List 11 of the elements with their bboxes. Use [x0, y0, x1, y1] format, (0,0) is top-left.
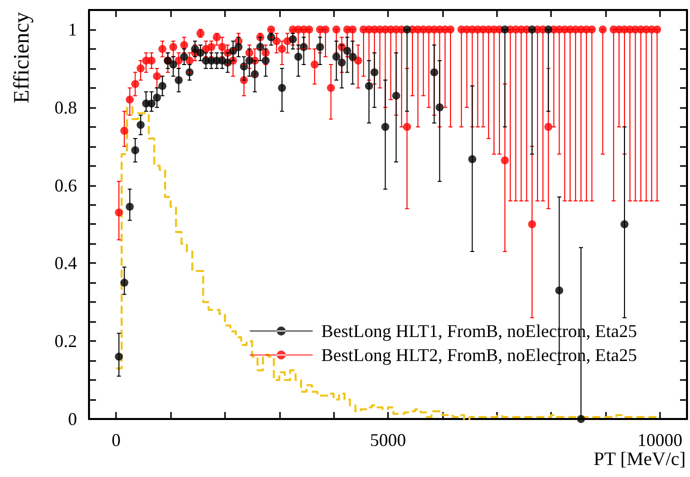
- y-tick-label: 1: [68, 19, 77, 40]
- x-tick-label: 5000: [370, 430, 406, 450]
- y-tick-label: 0.2: [54, 331, 77, 352]
- y-tick-label: 0.8: [54, 97, 77, 118]
- y-tick-label: 0: [68, 409, 77, 429]
- x-tick-label: 0: [112, 430, 121, 450]
- y-tick-label: 0.6: [54, 175, 77, 196]
- y-axis-title: Efficiency: [8, 12, 34, 104]
- y-tick-label: 0.4: [54, 253, 77, 274]
- x-tick-label: 10000: [637, 430, 682, 450]
- x-axis-title: PT [MeV/c]: [594, 449, 686, 470]
